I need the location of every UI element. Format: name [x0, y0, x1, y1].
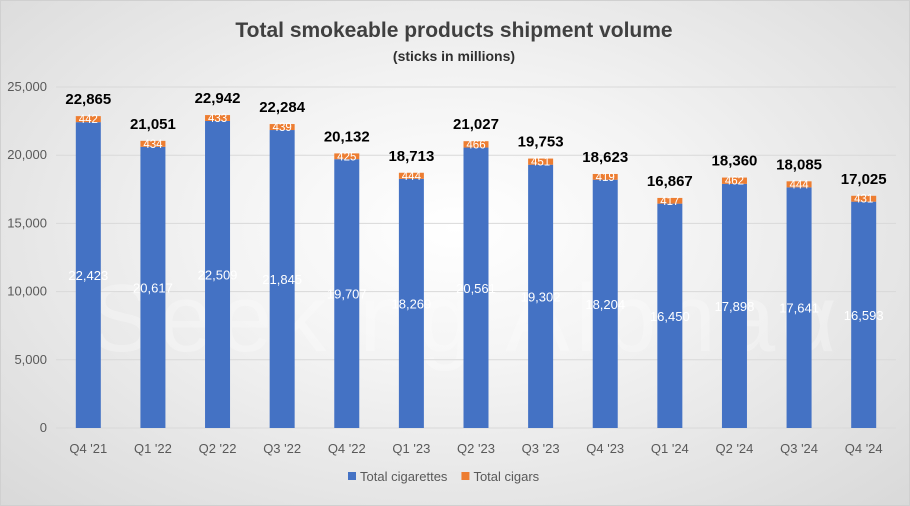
cigars-value-label: 417 [660, 196, 679, 208]
bar-cigars [334, 153, 360, 160]
bar-cigarettes [528, 164, 554, 429]
cigars-value-label: 466 [466, 139, 485, 151]
bar-cigars [786, 181, 812, 188]
bar-cigars [463, 141, 489, 148]
total-value-label: 18,085 [776, 156, 822, 173]
total-value-label: 18,623 [582, 149, 628, 166]
x-tick-label: Q1 '22 [134, 441, 172, 456]
cigarettes-value-label: 21,845 [262, 272, 302, 287]
bar-cigars [721, 177, 747, 184]
bar-cigarettes [75, 122, 101, 429]
data-labels: 22,423 442 22,865 20,617 434 21,051 22,509 433 2… [65, 90, 886, 324]
cigars-value-label: 451 [531, 157, 550, 169]
total-value-label: 21,027 [453, 116, 499, 133]
bar-cigars [592, 173, 618, 180]
legend-label: Total cigars [473, 469, 539, 484]
total-value-label: 22,284 [259, 99, 306, 116]
legend-swatch [348, 472, 356, 480]
bar-cigars [851, 195, 877, 202]
cigarettes-value-label: 20,617 [133, 280, 173, 295]
x-tick-label: Q2 '23 [457, 441, 495, 456]
total-value-label: 18,713 [388, 148, 434, 165]
cigars-value-label: 444 [789, 179, 809, 191]
y-tick-label: 15,000 [7, 215, 47, 230]
bar-cigarettes [786, 187, 812, 428]
x-tick-label: Q2 '22 [199, 441, 237, 456]
bar-cigars [657, 197, 683, 204]
cigarettes-value-label: 17,898 [715, 299, 755, 314]
cigars-value-label: 439 [273, 122, 292, 134]
x-tick-label: Q4 '23 [586, 441, 624, 456]
total-value-label: 22,865 [65, 91, 111, 108]
x-tick-label: Q1 '23 [392, 441, 430, 456]
cigarettes-value-label: 18,204 [585, 297, 625, 312]
bar-cigarettes [851, 201, 877, 428]
cigars-value-label: 431 [854, 194, 873, 206]
cigarettes-value-label: 22,423 [68, 268, 108, 283]
bar-cigars [140, 140, 166, 147]
cigarettes-value-label: 19,707 [327, 287, 367, 302]
x-tick-label: Q3 '24 [780, 441, 818, 456]
bar-cigars [269, 124, 295, 131]
bar-cigars [75, 116, 101, 123]
bar-cigars [205, 115, 231, 121]
bar-cigarettes [205, 120, 231, 429]
bar-cigars [528, 158, 554, 165]
bar-cigarettes [269, 130, 295, 429]
y-tick-label: 25,000 [7, 79, 47, 94]
bar-cigarettes [721, 183, 747, 428]
total-value-label: 18,360 [712, 153, 758, 170]
x-tick-label: Q1 '24 [651, 441, 689, 456]
x-tick-label: Q4 '21 [69, 441, 107, 456]
cigars-value-label: 462 [725, 176, 744, 188]
cigars-value-label: 434 [143, 139, 163, 151]
y-axis: 0 5,000 10,000 15,000 20,000 25,000 [7, 79, 47, 435]
x-axis: Q4 '21 Q1 '22 Q2 '22 Q3 '22 Q4 '22 Q1 '23 Q2 '… [69, 441, 882, 456]
x-tick-label: Q2 '24 [716, 441, 754, 456]
cigarettes-value-label: 17,641 [779, 301, 819, 316]
x-tick-label: Q3 '22 [263, 441, 301, 456]
bar-cigarettes [334, 159, 360, 428]
bar-cigarettes [592, 179, 618, 428]
total-value-label: 17,025 [841, 171, 887, 188]
x-tick-label: Q4 '22 [328, 441, 366, 456]
bar-cigarettes [463, 147, 489, 428]
cigarettes-value-label: 20,561 [456, 281, 496, 296]
x-tick-label: Q3 '23 [522, 441, 560, 456]
y-tick-label: 5,000 [14, 352, 47, 367]
cigarettes-value-label: 22,509 [198, 267, 238, 282]
y-tick-label: 20,000 [7, 147, 47, 162]
legend-label: Total cigarettes [360, 469, 448, 484]
total-value-label: 16,867 [647, 173, 693, 190]
bar-cigars [398, 172, 424, 179]
bars [75, 115, 877, 429]
cigars-value-label: 444 [402, 171, 422, 183]
x-tick-label: Q4 '24 [845, 441, 883, 456]
legend-swatch [461, 472, 470, 480]
cigarettes-value-label: 16,593 [844, 308, 884, 323]
cigars-value-label: 425 [337, 151, 356, 163]
bar-cigarettes [398, 178, 424, 428]
cigars-value-label: 442 [79, 114, 98, 126]
bar-cigarettes [657, 203, 683, 428]
total-value-label: 21,051 [130, 116, 176, 133]
total-value-label: 20,132 [324, 128, 370, 145]
y-tick-label: 10,000 [7, 284, 47, 299]
y-tick-label: 0 [40, 420, 47, 435]
bar-cigarettes [140, 146, 166, 428]
chart-title: Total smokeable products shipment volume [235, 19, 672, 42]
chart-subtitle: (sticks in millions) [393, 48, 515, 64]
total-value-label: 22,942 [195, 90, 241, 107]
cigarettes-value-label: 19,302 [521, 289, 561, 304]
cigarettes-value-label: 16,450 [650, 309, 690, 324]
legend: Total cigarettes Total cigars [348, 469, 540, 484]
cigars-value-label: 433 [208, 113, 227, 125]
cigars-value-label: 419 [596, 172, 615, 184]
cigarettes-value-label: 18,269 [392, 296, 432, 311]
total-value-label: 19,753 [518, 134, 564, 151]
